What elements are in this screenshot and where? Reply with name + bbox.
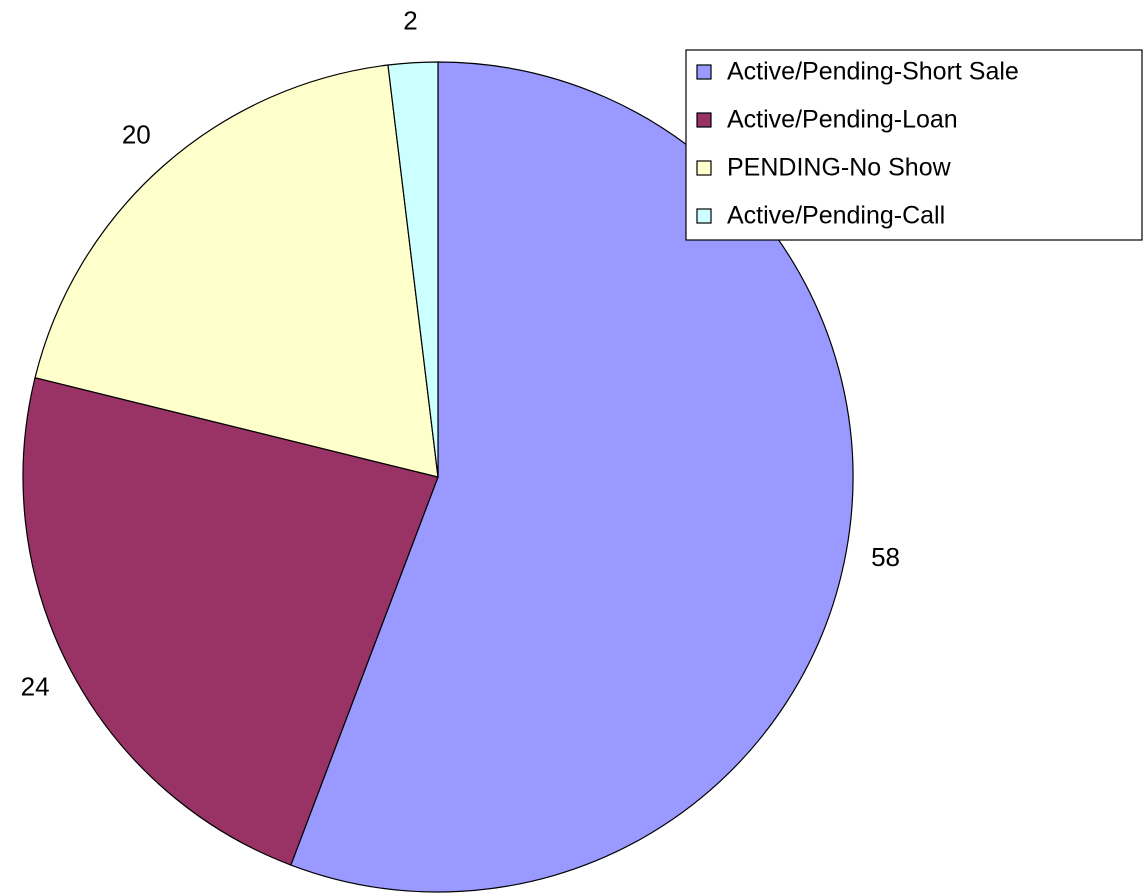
pie-slice [387,61,439,478]
data-label: 24 [21,671,50,701]
legend-label: Active/Pending-Short Sale [727,58,1019,86]
legend: Active/Pending-Short Sale Active/Pending-… [685,49,1143,241]
legend-swatch [696,112,712,128]
pie-slice [22,376,439,866]
legend-swatch [696,160,712,176]
pie-slice [290,61,854,893]
data-label: 20 [122,119,151,149]
pie-slice [34,64,439,478]
legend-label: Active/Pending-Call [727,202,945,230]
data-label: 2 [403,6,417,36]
legend-label: Active/Pending-Loan [727,106,958,134]
legend-label: PENDING-No Show [727,154,952,182]
legend-box [685,49,1143,241]
legend-swatch [696,208,712,224]
data-label: 58 [871,542,900,572]
legend-swatch [696,64,712,80]
